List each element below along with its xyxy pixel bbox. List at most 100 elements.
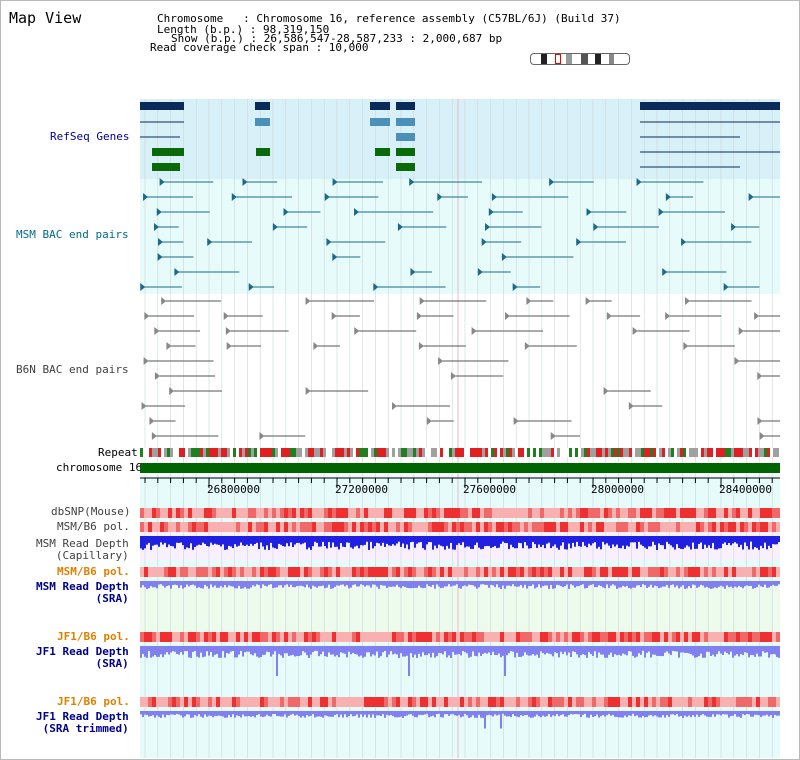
msm-depth-sra-bar bbox=[320, 581, 322, 587]
jf1-depth-sra-bar bbox=[340, 646, 342, 653]
jf1-depth-sra-bar bbox=[312, 646, 314, 653]
dbsnp-cell bbox=[688, 508, 692, 518]
msm-depth-cap-bar bbox=[594, 536, 596, 543]
msm-bac-end bbox=[159, 178, 165, 186]
msm-depth-sra-bar bbox=[526, 581, 528, 589]
msm-depth-sra-bar bbox=[444, 581, 446, 587]
jf1-pol-trim-cell bbox=[572, 697, 576, 707]
msm-depth-sra-bar bbox=[766, 581, 768, 588]
repeat-segment bbox=[746, 448, 749, 457]
msm-pol-sra-cell bbox=[308, 567, 312, 577]
msm-pol-sra-cell bbox=[536, 567, 540, 577]
jf1-depth-sra-bar bbox=[468, 646, 470, 658]
jf1-pol-trim-cell bbox=[276, 697, 280, 707]
msm-pol-sra-cell bbox=[680, 567, 684, 577]
repeat-segment bbox=[650, 448, 653, 457]
msm-depth-cap-bar bbox=[260, 536, 262, 543]
msm-pol-sra-cell bbox=[316, 567, 320, 577]
jf1-depth-trim-bar bbox=[166, 711, 168, 715]
jf1-pol-cell bbox=[568, 632, 572, 642]
dbsnp-cell bbox=[300, 508, 304, 518]
msm-pol-cell bbox=[204, 522, 208, 532]
jf1-depth-sra-bar bbox=[762, 646, 764, 652]
msm-pol-cell bbox=[584, 522, 588, 532]
msm-depth-cap-bar bbox=[230, 536, 232, 547]
jf1-depth-trim-bar bbox=[766, 711, 768, 715]
jf1-depth-sra-bar bbox=[230, 646, 232, 652]
jf1-depth-sra-bar bbox=[714, 646, 716, 657]
msm-depth-sra-bar bbox=[300, 581, 302, 586]
jf1-depth-trim-bar bbox=[214, 711, 216, 716]
jf1-depth-sra-bar bbox=[708, 646, 710, 652]
repeat-segment bbox=[275, 448, 278, 457]
msm-depth-cap-bar bbox=[296, 536, 298, 543]
jf1-depth-sra-bar bbox=[240, 646, 242, 651]
msm-depth-cap-bar bbox=[502, 536, 504, 542]
jf1-pol-trim-cell bbox=[648, 697, 652, 707]
repeat-segment bbox=[437, 448, 440, 457]
jf1-pol-cell bbox=[516, 632, 520, 642]
dbsnp-cell bbox=[296, 508, 300, 518]
msm-depth-cap-bar bbox=[204, 536, 206, 544]
gene-block bbox=[256, 148, 270, 156]
repeat-segment bbox=[647, 448, 650, 457]
msm-depth-sra-bar bbox=[406, 581, 408, 588]
msm-depth-cap-bar bbox=[686, 536, 688, 546]
repeat-segment bbox=[707, 448, 710, 457]
b6n-bac-end bbox=[505, 312, 511, 320]
jf1-depth-sra-bar bbox=[516, 646, 518, 653]
msm-pol-cell bbox=[752, 522, 756, 532]
repeat-segment bbox=[623, 448, 626, 457]
jf1-pol-trim-cell bbox=[584, 697, 588, 707]
msm-depth-cap-bar bbox=[356, 536, 358, 546]
jf1-pol-trim-cell bbox=[300, 697, 304, 707]
jf1-depth-trim-bar bbox=[626, 711, 628, 718]
msm-depth-sra-bar bbox=[744, 581, 746, 587]
jf1-depth-sra-bar bbox=[748, 646, 750, 658]
msm-depth-sra-bar bbox=[546, 581, 548, 586]
dbsnp-cell bbox=[488, 508, 492, 518]
msm-depth-sra-bar bbox=[560, 581, 562, 587]
jf1-depth-trim-bar bbox=[562, 711, 564, 715]
jf1-pol-trim-cell bbox=[436, 697, 440, 707]
msm-depth-sra-bar bbox=[184, 581, 186, 588]
msm-depth-cap-bar bbox=[600, 536, 602, 550]
msm-depth-cap-bar bbox=[324, 536, 326, 547]
jf1-depth-trim-bar bbox=[434, 711, 436, 718]
jf1-depth-sra-bar bbox=[484, 646, 486, 653]
jf1-pol-cell bbox=[624, 632, 628, 642]
msm-pol-sra-cell bbox=[204, 567, 208, 577]
genome-track-area[interactable] bbox=[140, 90, 780, 758]
repeat-segment bbox=[710, 448, 713, 457]
jf1-depth-sra-bar bbox=[198, 646, 200, 658]
msm-pol-cell bbox=[208, 522, 212, 532]
dbsnp-cell bbox=[324, 508, 328, 518]
msm-depth-sra-bar bbox=[506, 581, 508, 586]
msm-pol-cell bbox=[748, 522, 752, 532]
msm-depth-sra-bar bbox=[696, 581, 698, 588]
chromosome-ideogram[interactable] bbox=[530, 53, 630, 65]
jf1-depth-trim-bar bbox=[260, 711, 262, 717]
msm-depth-sra-bar bbox=[578, 581, 580, 587]
jf1-depth-trim-bar bbox=[744, 711, 746, 716]
jf1-pol-cell bbox=[324, 632, 328, 642]
repeat-segment bbox=[326, 448, 329, 457]
jf1-pol-cell bbox=[772, 632, 776, 642]
msm-depth-cap-bar bbox=[492, 536, 494, 548]
repeat-segment bbox=[542, 448, 545, 457]
jf1-pol-trim-cell bbox=[604, 697, 608, 707]
jf1-depth-sra-bar bbox=[314, 646, 316, 651]
jf1-pol-cell bbox=[216, 632, 220, 642]
dbsnp-cell bbox=[212, 508, 216, 518]
msm-pol-sra-cell bbox=[524, 567, 528, 577]
tracks-canvas[interactable] bbox=[140, 90, 780, 758]
msm-pol-sra-cell bbox=[748, 567, 752, 577]
msm-depth-sra-bar bbox=[680, 581, 682, 587]
jf1-depth-sra-bar bbox=[604, 646, 606, 658]
jf1-depth-sra-bar bbox=[262, 646, 264, 655]
jf1-pol-cell bbox=[556, 632, 560, 642]
msm-pol-sra-cell bbox=[688, 567, 692, 577]
jf1-pol-cell bbox=[540, 632, 544, 642]
repeat-segment bbox=[644, 448, 647, 457]
msm-depth-sra-bar bbox=[402, 581, 404, 587]
